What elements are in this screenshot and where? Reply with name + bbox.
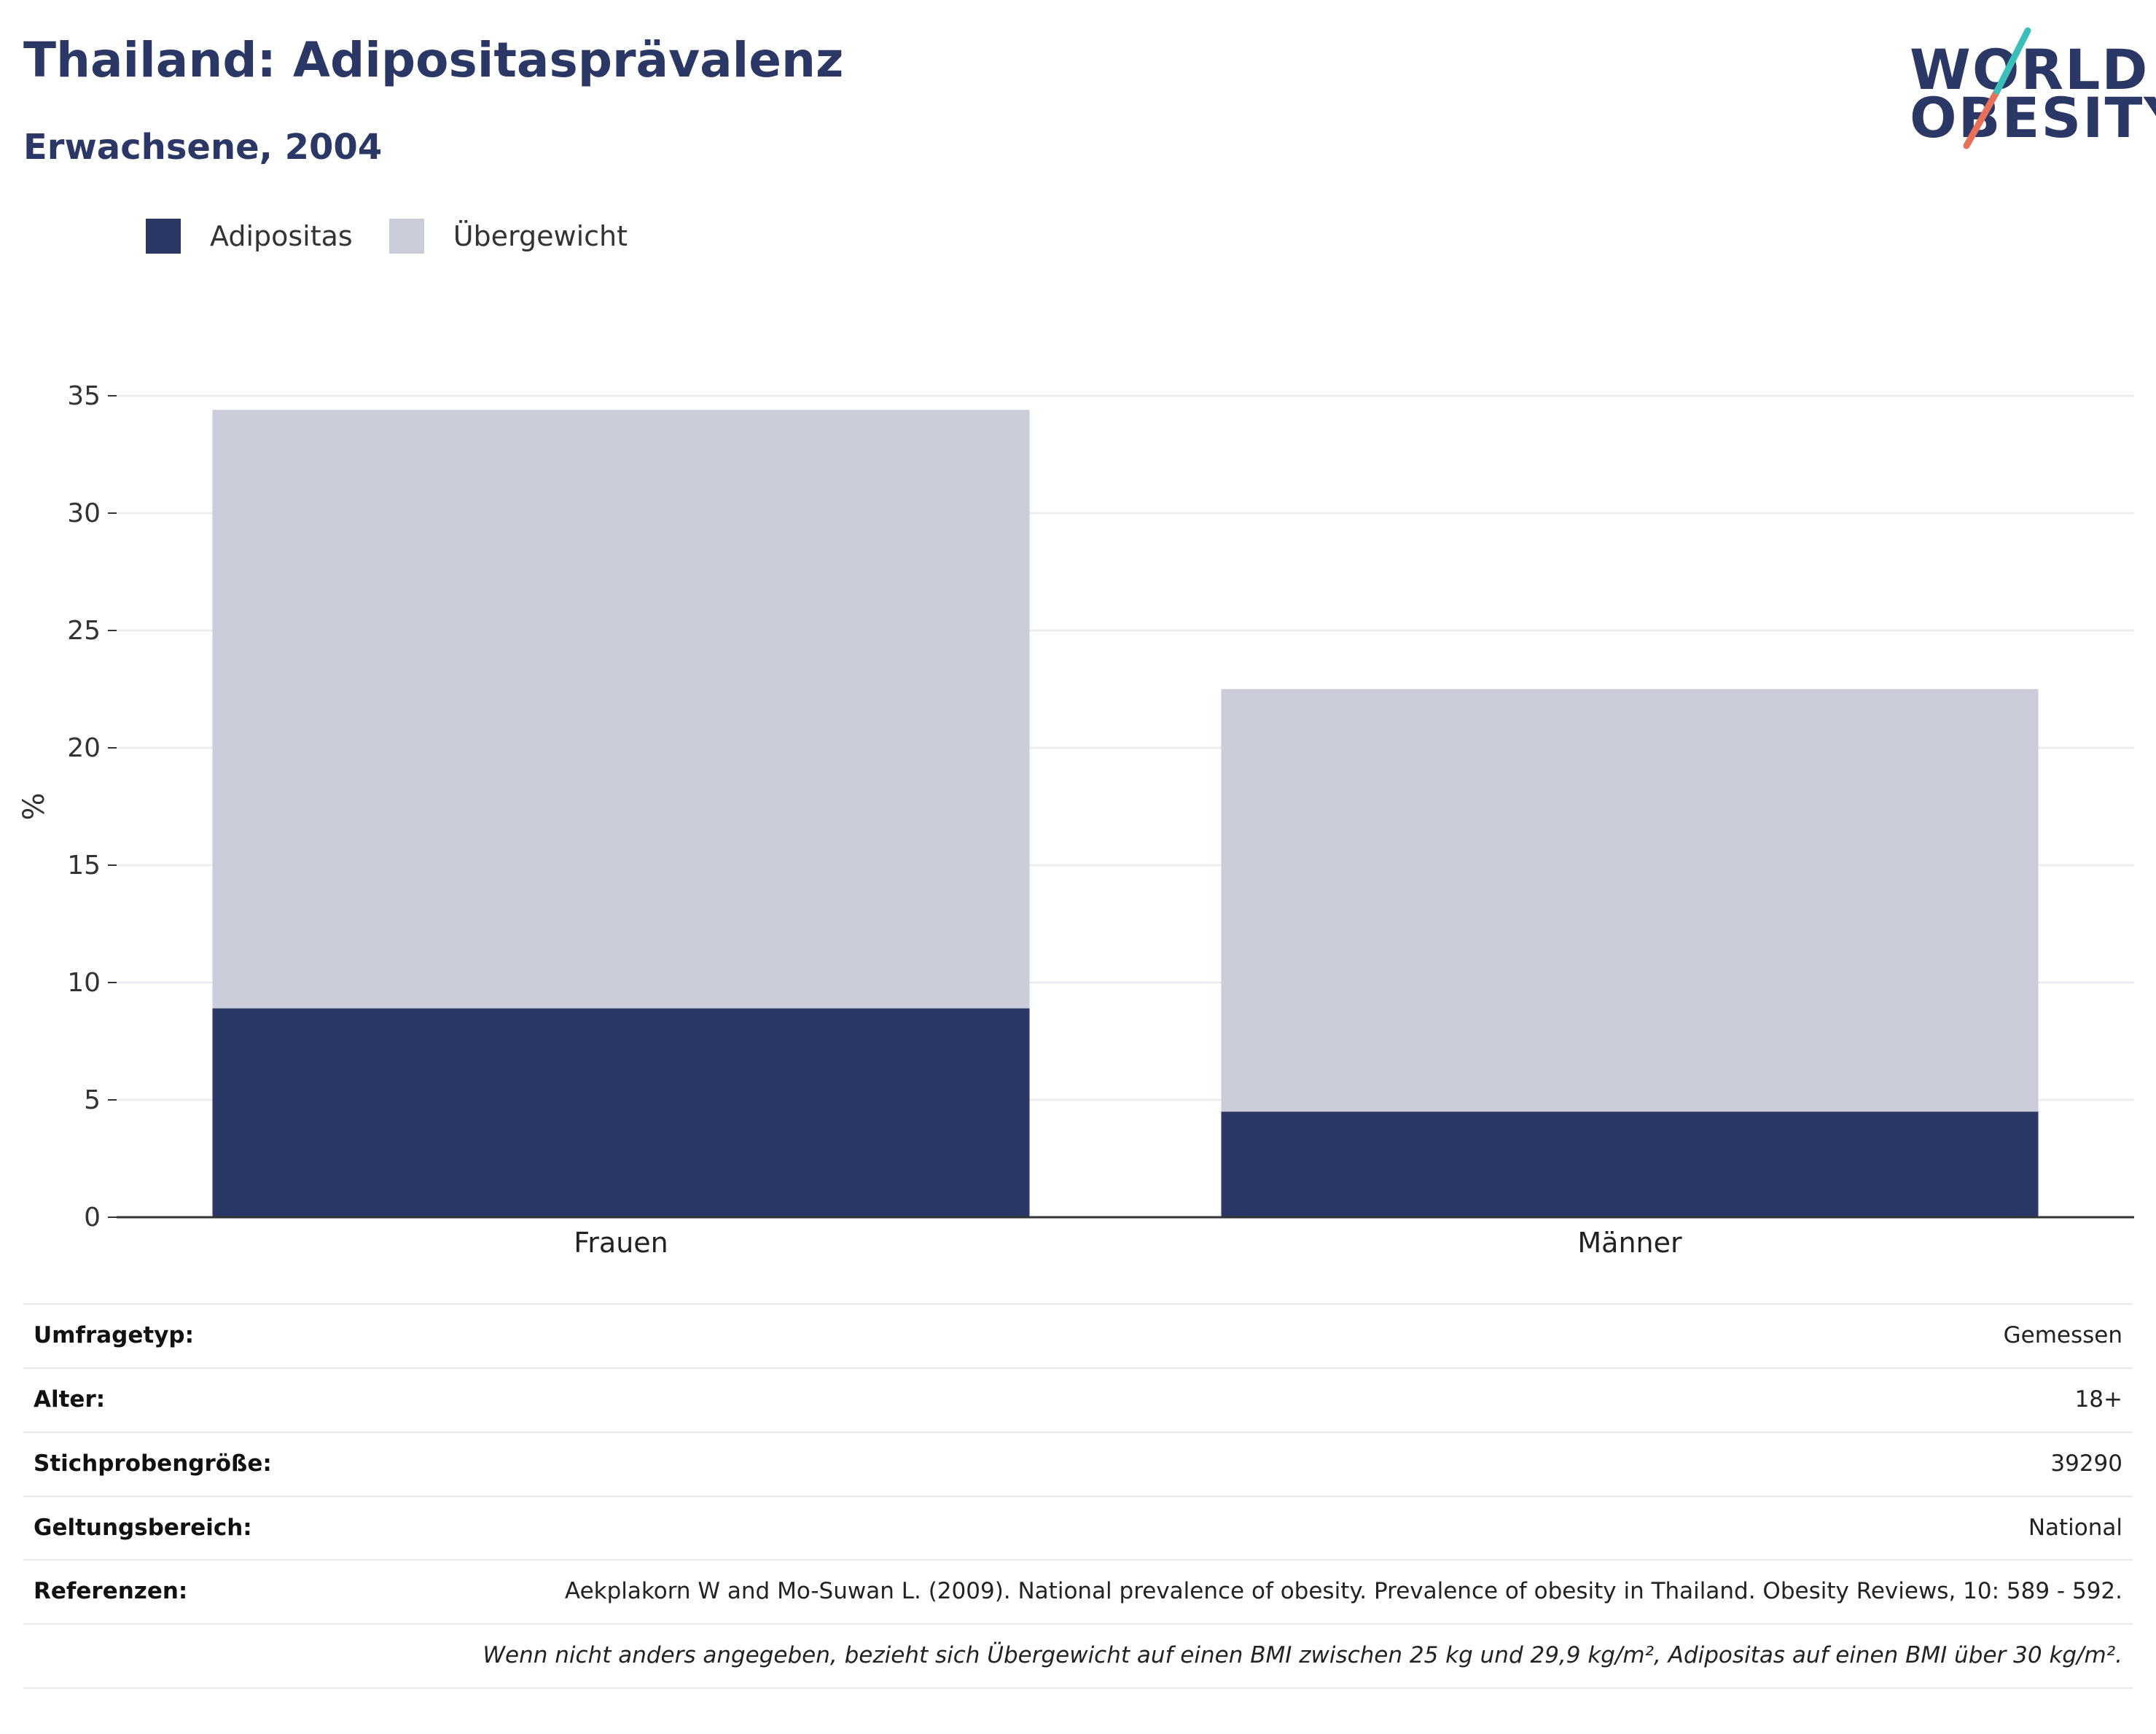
details-note: Wenn nicht anders angegeben, bezieht sic… [23, 1623, 2133, 1690]
world-obesity-logo: WORLD OBESITY [1895, 22, 2156, 153]
logo-text-line2: OBESITY [1910, 85, 2156, 150]
details-label: Alter: [23, 1367, 350, 1432]
legend-label-overweight: Übergewicht [453, 220, 628, 252]
x-category-label: Männer [1577, 1227, 1682, 1259]
legend-label-obesity: Adipositas [210, 220, 353, 252]
details-row-references: Referenzen: Aekplakorn W and Mo-Suwan L.… [23, 1559, 2133, 1625]
details-label: Stichprobengröße: [23, 1431, 350, 1496]
details-table: Umfragetyp: Gemessen Alter: 18+ Stichpro… [23, 1303, 2133, 1690]
y-tick-label: 10 [67, 968, 101, 998]
legend-swatch-obesity [146, 219, 181, 254]
details-value: 18+ [350, 1367, 2133, 1432]
stacked-bar-chart: 0 5 10 15 20 25 30 35 Frauen Männer% [17, 381, 2134, 1259]
y-tick-label: 20 [67, 733, 101, 763]
y-tick-label: 5 [84, 1085, 101, 1115]
bar-overweight [1221, 689, 2039, 1112]
x-category-label: Frauen [574, 1227, 668, 1259]
details-row-coverage: Geltungsbereich: National [23, 1495, 2133, 1561]
details-value: National [350, 1495, 2133, 1561]
bar-overweight [212, 410, 1030, 1009]
legend-item-overweight: Übergewicht [388, 219, 628, 254]
legend-item-obesity: Adipositas [146, 219, 353, 254]
details-value: Gemessen [350, 1303, 2133, 1368]
bar-obesity [212, 1008, 1030, 1217]
details-row-sample-size: Stichprobengröße: 39290 [23, 1431, 2133, 1496]
page-subtitle: Erwachsene, 2004 [23, 127, 383, 168]
chart-legend: Adipositas Übergewicht [146, 219, 664, 254]
logo-slash-icon [1963, 27, 2031, 149]
details-value: 39290 [350, 1431, 2133, 1496]
y-tick-label: 25 [67, 616, 101, 646]
y-tick-label: 30 [67, 499, 101, 528]
y-tick-label: 15 [67, 851, 101, 880]
details-row-age: Alter: 18+ [23, 1367, 2133, 1432]
details-value: Aekplakorn W and Mo-Suwan L. (2009). Nat… [350, 1559, 2133, 1625]
details-row-survey-type: Umfragetyp: Gemessen [23, 1303, 2133, 1368]
y-axis-title: % [17, 792, 51, 820]
logo-text-line1: WORLD [1910, 37, 2149, 102]
details-label: Geltungsbereich: [23, 1495, 350, 1561]
details-label: Referenzen: [23, 1559, 350, 1625]
y-tick-label: 0 [84, 1203, 101, 1233]
page-title: Thailand: Adipositasprävalenz [23, 32, 844, 88]
y-tick-label: 35 [67, 381, 101, 411]
details-row-note: Wenn nicht anders angegeben, bezieht sic… [23, 1623, 2133, 1690]
details-label: Umfragetyp: [23, 1303, 350, 1368]
legend-swatch-overweight [388, 219, 424, 254]
bar-obesity [1221, 1112, 2039, 1217]
